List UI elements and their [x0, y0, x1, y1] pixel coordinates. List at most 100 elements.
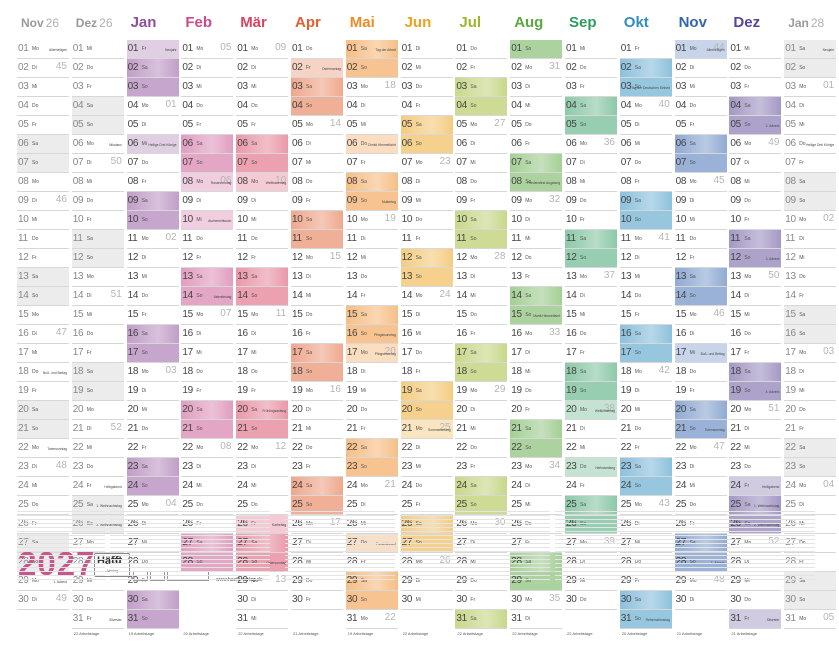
- week-number: 49: [768, 137, 780, 148]
- weekday-abbr: Fr: [306, 597, 311, 603]
- day-number: 14: [401, 290, 413, 301]
- day-number: 04: [785, 100, 796, 111]
- weekday-abbr: So: [744, 388, 751, 394]
- day-row: 25 So: [455, 496, 508, 515]
- day-number: 20: [620, 404, 632, 415]
- weekday-abbr: So: [470, 236, 477, 242]
- day-number: 19: [566, 385, 577, 396]
- weekday-abbr: Mo: [32, 445, 39, 451]
- weekday-abbr: Sa: [799, 179, 806, 185]
- day-number: 28: [566, 556, 577, 567]
- info-table: [555, 508, 815, 580]
- weekday-abbr: Mo: [799, 217, 807, 223]
- day-row: 22 Fr: [126, 439, 179, 458]
- weekday-abbr: So: [799, 331, 806, 337]
- weekday-abbr: Mi: [580, 578, 586, 584]
- day-number: 14: [620, 290, 632, 301]
- day-number: 12: [292, 252, 303, 263]
- info-table: [285, 508, 395, 580]
- weekday-abbr: Mi: [196, 350, 202, 356]
- day-row: 11 Sa: [729, 230, 782, 249]
- table-line: [285, 548, 395, 552]
- day-row: 25 Sa: [565, 496, 617, 515]
- day-row: 14 Fr: [345, 287, 398, 306]
- day-number: 30: [511, 594, 522, 605]
- table-line: [110, 516, 270, 520]
- table-line: [400, 520, 550, 524]
- holiday-label: Pfingstmontag: [374, 352, 396, 356]
- weekday-abbr: Mo: [799, 616, 807, 622]
- weekday-abbr: Di: [689, 65, 695, 71]
- weekday-abbr: Fr: [470, 464, 476, 470]
- day-number: 03: [127, 81, 139, 92]
- weekday-abbr: Sa: [141, 597, 148, 603]
- day-number: 21: [401, 423, 413, 434]
- holiday-label: 1. Weihnachtstag: [96, 504, 122, 508]
- day-row: 23 Di: [236, 458, 289, 477]
- weekday-abbr: Sa: [799, 578, 806, 584]
- day-row: 05 So 2. Advent: [729, 116, 782, 135]
- day-number: 09: [346, 195, 358, 206]
- day-row: 24 Sa: [291, 477, 343, 496]
- weekday-abbr: Mi: [251, 84, 257, 90]
- day-number: 02: [730, 62, 741, 73]
- day-row: 17 Mi: [236, 344, 289, 363]
- weekday-abbr: Mi: [306, 559, 312, 565]
- table-line: [400, 556, 550, 560]
- weekday-abbr: So: [141, 616, 148, 622]
- month-name: Dez: [75, 16, 98, 30]
- day-number: 28: [346, 556, 358, 567]
- weekday-abbr: Mo: [196, 46, 204, 52]
- day-row: 14 So: [674, 287, 727, 306]
- day-number: 06: [620, 138, 632, 149]
- day-number: 04: [730, 100, 741, 111]
- day-row: 13 Di: [291, 268, 343, 287]
- table-line: [285, 552, 395, 556]
- weekday-abbr: Sa: [141, 331, 148, 337]
- day-number: 01: [72, 43, 84, 54]
- day-row: 11 So: [455, 230, 508, 249]
- day-number: 23: [72, 461, 84, 472]
- day-row: 30 Sa: [126, 591, 179, 610]
- day-row: 12 Mo 15: [291, 249, 343, 268]
- table-line: [400, 528, 550, 532]
- day-number: 22: [127, 442, 139, 453]
- publisher-logo: Häfft Verlag: [94, 553, 130, 577]
- table-line: [17, 528, 105, 532]
- day-number: 10: [292, 214, 303, 225]
- day-number: 18: [675, 366, 687, 377]
- table-line: [110, 572, 270, 576]
- day-number: 07: [346, 157, 358, 168]
- day-row: 16 Sa: [619, 325, 672, 344]
- table-line: [17, 544, 105, 548]
- holiday-label: Friedensfest Augsburg: [527, 181, 561, 185]
- table-line: [285, 572, 395, 576]
- day-number: 22: [566, 442, 577, 453]
- working-days-count: 21 Arbeitstage: [676, 631, 703, 636]
- weekday-abbr: Do: [251, 502, 258, 508]
- weekday-abbr: Sa: [470, 350, 477, 356]
- day-row: 08 Mi: [729, 173, 782, 192]
- weekday-abbr: So: [470, 103, 477, 109]
- day-number: 11: [18, 233, 28, 244]
- day-row: 11 Do: [17, 230, 69, 249]
- month-name: Nov: [21, 16, 44, 30]
- weekday-abbr: Mi: [251, 616, 257, 622]
- day-number: 23: [730, 461, 741, 472]
- day-number: 13: [511, 271, 522, 282]
- day-row: 24 Fr Heiligabend: [71, 477, 124, 496]
- weekday-abbr: Do: [86, 198, 94, 204]
- day-number: 05: [182, 119, 193, 130]
- day-number: 21: [18, 423, 29, 434]
- day-number: 08: [237, 176, 248, 187]
- day-row: 12 Fr: [17, 249, 69, 268]
- day-number: 08: [127, 176, 139, 187]
- day-number: 02: [566, 62, 577, 73]
- week-number: 12: [275, 441, 287, 452]
- weekday-abbr: Fr: [525, 141, 530, 147]
- day-row: 09 Fr: [455, 192, 508, 211]
- weekday-abbr: Sa: [634, 65, 641, 71]
- day-number: 22: [785, 442, 796, 453]
- day-row: 04 So: [291, 97, 343, 116]
- day-number: 12: [401, 252, 413, 263]
